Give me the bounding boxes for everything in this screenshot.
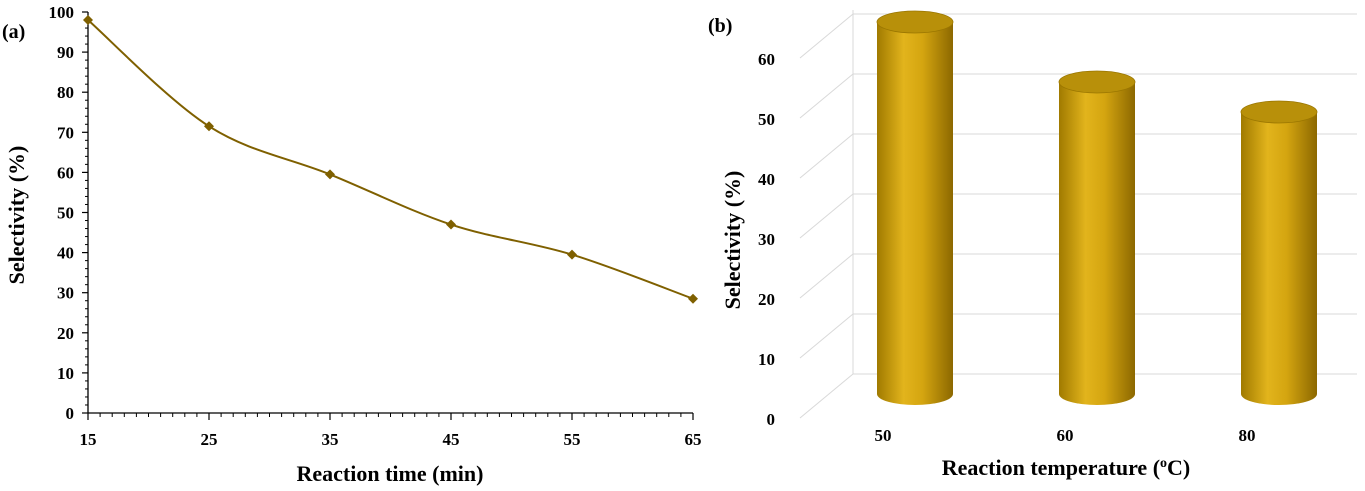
y-tick-label-b: 60 (758, 50, 775, 69)
x-axis-title-a: Reaction time (min) (297, 461, 484, 486)
panel-label-a: (a) (2, 21, 25, 43)
grid-line-diagonal-b (799, 193, 854, 239)
chart-b: (b) 0 10 20 30 40 50 60 50 60 80 Reaction temper… (708, 10, 1357, 480)
y-ticks-a: 0 10 20 30 40 50 60 70 80 90 100 (49, 3, 88, 423)
x-tick-label-a: 45 (443, 430, 460, 449)
x-tick-label-a: 25 (201, 430, 218, 449)
y-tick-label-a: 60 (57, 163, 74, 182)
data-point (325, 169, 335, 180)
grid-line-diagonal-b (799, 373, 854, 419)
y-tick-label-b: 40 (758, 170, 775, 189)
x-tick-label-b: 50 (875, 426, 892, 445)
grid-line-diagonal-b (799, 73, 854, 119)
bar-top (1058, 70, 1136, 94)
y-ticks-b: 0 10 20 30 40 50 60 (758, 50, 775, 429)
y-axis-title-b: Selectivity (%) (720, 171, 745, 310)
data-point (204, 121, 214, 132)
grid-line-diagonal-b (799, 133, 854, 179)
x-axis-title-b-main: Reaction temperature ( (942, 455, 1160, 480)
y-tick-label-b: 10 (758, 350, 775, 369)
grid-line-diagonal-b (799, 313, 854, 359)
data-point (83, 15, 93, 26)
x-tick-label-a: 65 (685, 430, 702, 449)
x-tick-label-a: 35 (322, 430, 339, 449)
bar-top (876, 10, 954, 34)
x-tick-label-a: 55 (564, 430, 581, 449)
y-tick-label-a: 20 (57, 324, 74, 343)
x-axis-title-b-sup: o (1160, 456, 1167, 471)
y-tick-label-a: 10 (57, 364, 74, 383)
y-tick-label-a: 50 (57, 204, 74, 223)
y-tick-label-b: 20 (758, 290, 775, 309)
x-axis-title-b-end: C) (1167, 455, 1190, 480)
bar-body (877, 22, 953, 405)
x-tick-label-b: 60 (1057, 426, 1074, 445)
x-axis-title-b: Reaction temperature (oC) (942, 455, 1191, 480)
bar-top (1240, 100, 1318, 124)
panel-label-b: (b) (708, 15, 732, 37)
y-tick-label-a: 100 (49, 3, 75, 22)
y-tick-label-b: 50 (758, 110, 775, 129)
data-point (446, 219, 456, 230)
y-tick-label-a: 80 (57, 83, 74, 102)
y-tick-label-a: 90 (57, 43, 74, 62)
bar-body (1059, 82, 1135, 405)
y-tick-label-b: 30 (758, 230, 775, 249)
y-tick-label-a: 0 (66, 404, 75, 423)
y-axis-title-a: Selectivity (%) (4, 146, 29, 285)
y-tick-label-a: 70 (57, 123, 74, 142)
y-tick-label-b: 0 (767, 410, 776, 429)
x-tick-label-b: 80 (1239, 426, 1256, 445)
data-point (567, 249, 577, 260)
y-tick-label-a: 40 (57, 244, 74, 263)
data-point (688, 293, 698, 304)
bars (876, 10, 1318, 405)
grid-line-diagonal-b (799, 253, 854, 299)
y-tick-label-a: 30 (57, 284, 74, 303)
bar-body (1241, 112, 1317, 405)
series-points (83, 15, 698, 304)
grid-line-diagonal-b (799, 13, 854, 59)
x-ticks-b: 50 60 80 (875, 426, 1256, 445)
x-tick-label-a: 15 (80, 430, 97, 449)
series-line (87, 19, 694, 300)
x-ticks-a: 15 25 35 45 55 65 (80, 413, 702, 449)
